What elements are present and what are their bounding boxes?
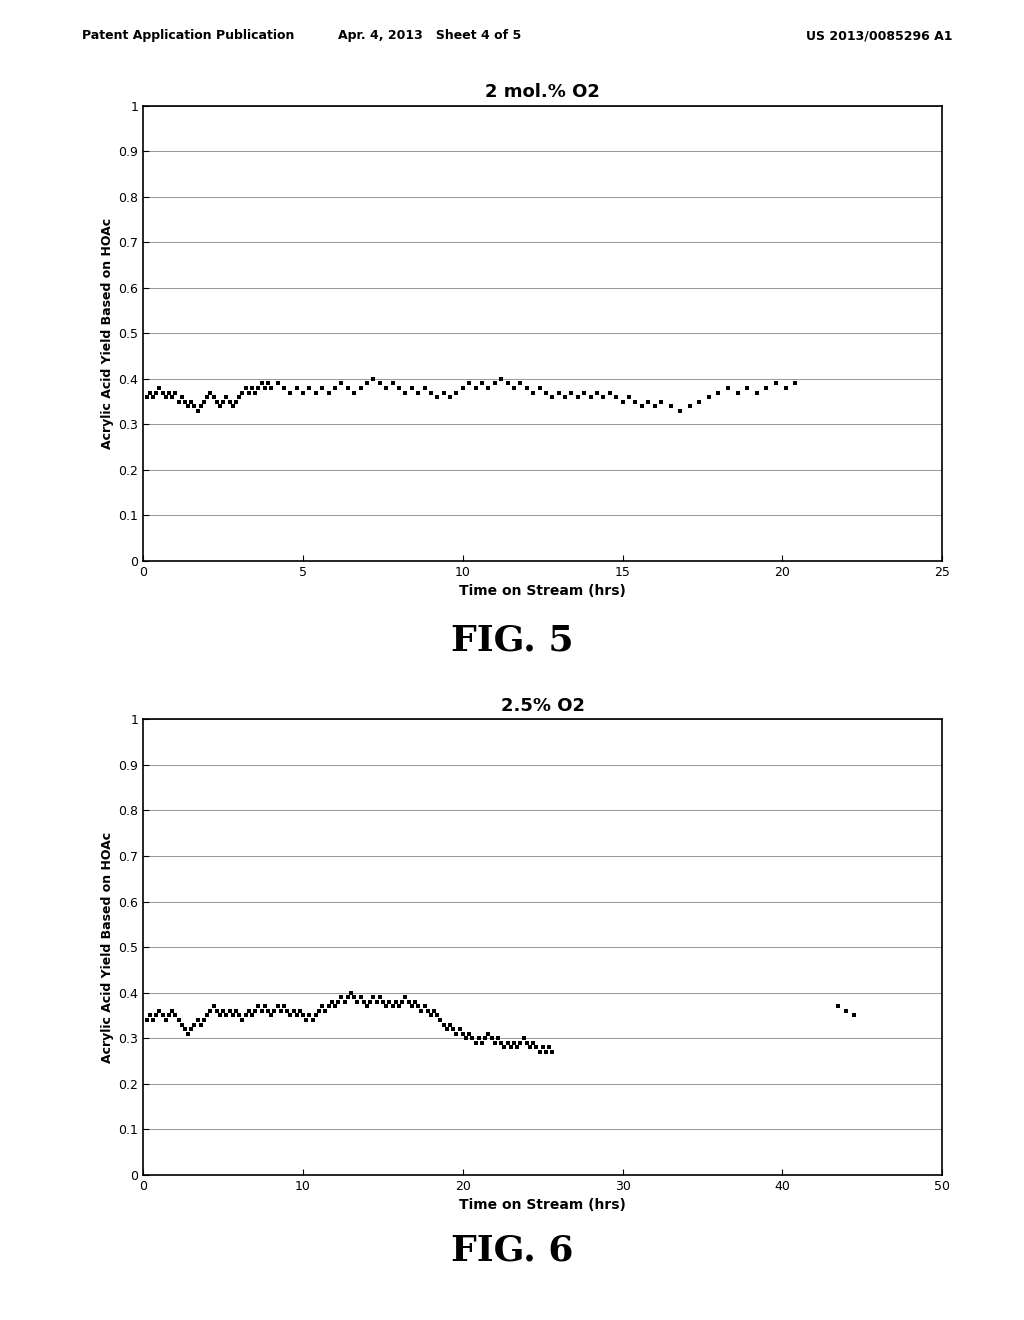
X-axis label: Time on Stream (hrs): Time on Stream (hrs) (460, 585, 626, 598)
X-axis label: Time on Stream (hrs): Time on Stream (hrs) (460, 1199, 626, 1212)
Title: 2.5% O2: 2.5% O2 (501, 697, 585, 715)
Text: FIG. 6: FIG. 6 (451, 1233, 573, 1267)
Title: 2 mol.% O2: 2 mol.% O2 (485, 83, 600, 102)
Y-axis label: Acrylic Acid Yield Based on HOAc: Acrylic Acid Yield Based on HOAc (101, 832, 115, 1063)
Text: Apr. 4, 2013   Sheet 4 of 5: Apr. 4, 2013 Sheet 4 of 5 (339, 29, 521, 42)
Text: US 2013/0085296 A1: US 2013/0085296 A1 (806, 29, 952, 42)
Text: FIG. 5: FIG. 5 (451, 623, 573, 657)
Y-axis label: Acrylic Acid Yield Based on HOAc: Acrylic Acid Yield Based on HOAc (101, 218, 115, 449)
Text: Patent Application Publication: Patent Application Publication (82, 29, 294, 42)
